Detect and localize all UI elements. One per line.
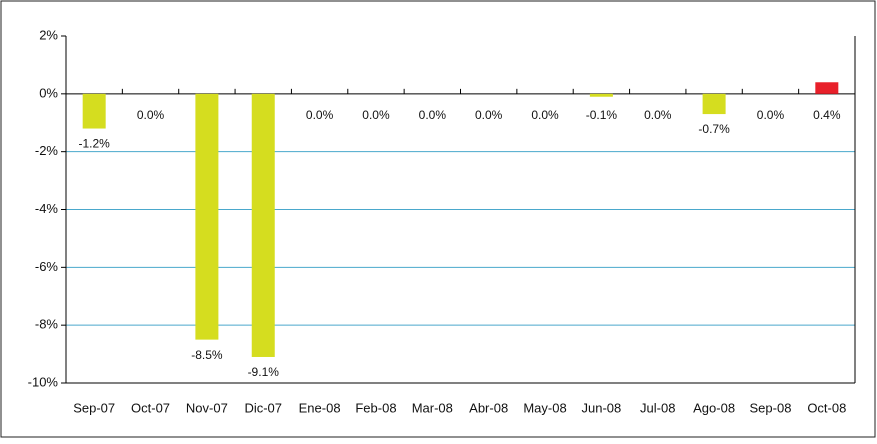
x-tick-label: Oct-07 — [131, 400, 170, 415]
x-tick-label: May-08 — [523, 400, 566, 415]
bar — [82, 93, 106, 129]
value-label: 0.0% — [475, 108, 503, 122]
value-label: -0.1% — [586, 108, 618, 122]
value-label: -0.7% — [698, 122, 730, 136]
bar — [589, 93, 613, 97]
bar — [195, 93, 219, 340]
x-tick-label: Abr-08 — [469, 400, 508, 415]
value-label: 0.0% — [531, 108, 559, 122]
x-tick-label: Feb-08 — [355, 400, 396, 415]
x-tick-label: Jul-08 — [640, 400, 675, 415]
x-tick-label: Ene-08 — [299, 400, 341, 415]
value-label: 0.0% — [137, 108, 165, 122]
x-tick-label: Nov-07 — [186, 400, 228, 415]
x-tick-label: Mar-08 — [412, 400, 453, 415]
x-tick-label: Sep-08 — [750, 400, 792, 415]
y-tick-label: -8% — [35, 317, 59, 332]
y-tick-label: -2% — [35, 143, 59, 158]
bar — [251, 93, 275, 357]
x-tick-label: Dic-07 — [244, 400, 282, 415]
bar — [702, 93, 726, 115]
x-tick-label: Sep-07 — [73, 400, 115, 415]
value-label: -9.1% — [248, 365, 280, 379]
value-label: -8.5% — [191, 348, 223, 362]
value-label: 0.0% — [362, 108, 390, 122]
value-label: -1.2% — [78, 137, 110, 151]
y-tick-label: -6% — [35, 259, 59, 274]
value-label: 0.4% — [813, 108, 841, 122]
bar — [815, 82, 839, 94]
value-label: 0.0% — [306, 108, 334, 122]
value-label: 0.0% — [757, 108, 785, 122]
x-tick-label: Ago-08 — [693, 400, 735, 415]
x-tick-label: Jun-08 — [582, 400, 622, 415]
value-label: 0.0% — [419, 108, 447, 122]
x-tick-label: Oct-08 — [807, 400, 846, 415]
y-tick-label: 2% — [39, 27, 58, 42]
y-tick-label: -10% — [28, 374, 59, 389]
y-tick-label: -4% — [35, 201, 59, 216]
value-label: 0.0% — [644, 108, 672, 122]
y-tick-label: 0% — [39, 85, 58, 100]
